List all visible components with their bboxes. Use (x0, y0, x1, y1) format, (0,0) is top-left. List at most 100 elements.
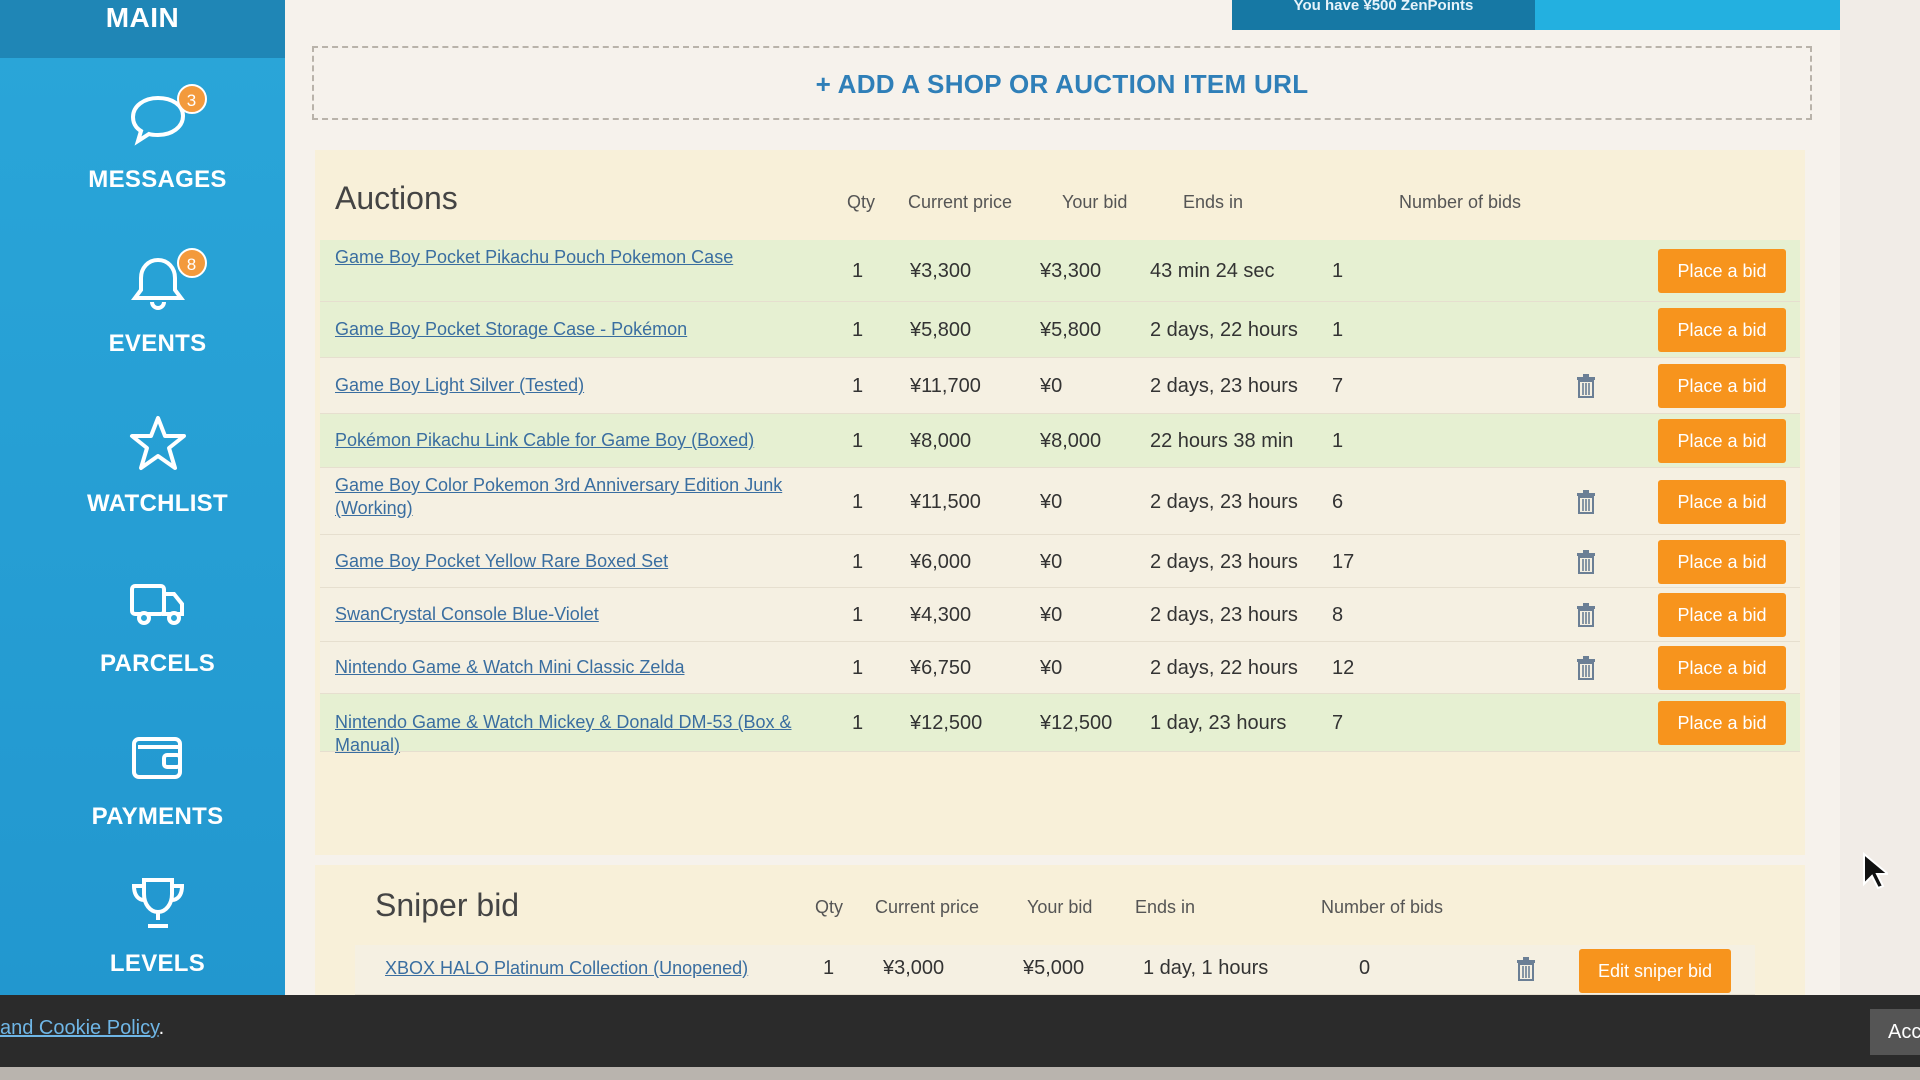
table-row: Game Boy Pocket Storage Case - Pokémon 1 ¥… (320, 302, 1800, 358)
item-title: XBOX HALO Platinum Collection (Unopened) (385, 957, 748, 980)
item-qty: 1 (852, 604, 864, 626)
table-row: Game Boy Pocket Yellow Rare Boxed Set 1 ¥6… (320, 535, 1800, 588)
sidebar-item-payments[interactable]: PAYMENTS (0, 725, 315, 831)
item-number-of-bids: 1 (1332, 319, 1344, 341)
place-bid-button[interactable]: Place a bid (1658, 364, 1786, 408)
bell-icon (130, 257, 185, 310)
item-title-link[interactable]: Game Boy Pocket Yellow Rare Boxed Set (335, 551, 669, 571)
item-title: SwanCrystal Console Blue-Violet (335, 603, 815, 626)
truck-icon (129, 584, 184, 625)
col-ends-in: Ends in (1183, 192, 1244, 212)
item-qty: 1 (852, 319, 864, 341)
item-ends-in: 22 hours 38 min (1150, 430, 1294, 452)
item-title-link[interactable]: Game Boy Color Pokemon 3rd Anniversary E… (335, 475, 783, 518)
item-current-price: ¥5,800 (910, 319, 972, 341)
messages-badge: 3 (176, 84, 207, 114)
sidebar-item-messages[interactable]: 3 MESSAGES (0, 84, 315, 194)
sidebar-item-label: MESSAGES (88, 166, 227, 193)
item-ends-in: 2 days, 23 hours (1150, 604, 1298, 626)
trash-icon[interactable] (1575, 656, 1597, 680)
item-your-bid: ¥12,500 (1040, 712, 1113, 734)
place-bid-button[interactable]: Place a bid (1658, 646, 1786, 690)
item-qty: 1 (852, 260, 864, 282)
cookie-banner: and Cookie Policy. Acc (0, 995, 1920, 1067)
trash-icon[interactable] (1575, 490, 1597, 514)
screen-bezel (0, 1067, 1920, 1080)
item-current-price: ¥6,750 (910, 657, 972, 679)
place-bid-button[interactable]: Place a bid (1658, 593, 1786, 637)
edit-sniper-bid-button[interactable]: Edit sniper bid (1579, 949, 1731, 993)
item-title-link[interactable]: Game Boy Light Silver (Tested) (335, 375, 585, 395)
trash-icon[interactable] (1575, 374, 1597, 398)
table-row: Pokémon Pikachu Link Cable for Game Boy … (320, 414, 1800, 468)
item-title: Game Boy Light Silver (Tested) (335, 374, 815, 397)
sidebar-item-watchlist[interactable]: WATCHLIST (0, 412, 315, 518)
item-title-link[interactable]: Game Boy Pocket Storage Case - Pokémon (335, 319, 688, 339)
item-number-of-bids: 0 (1359, 957, 1371, 979)
trash-icon[interactable] (1575, 603, 1597, 627)
item-number-of-bids: 7 (1332, 375, 1344, 397)
item-title: Game Boy Pocket Storage Case - Pokémon (335, 318, 815, 341)
add-item-url-button[interactable]: + ADD A SHOP OR AUCTION ITEM URL (312, 46, 1812, 120)
sidebar-item-label: EVENTS (108, 330, 207, 357)
item-current-price: ¥11,500 (910, 491, 981, 513)
sidebar-main-label[interactable]: MAIN (0, 0, 315, 58)
item-qty: 1 (852, 375, 864, 397)
item-number-of-bids: 1 (1332, 430, 1344, 452)
item-title-link[interactable]: Nintendo Game & Watch Mini Classic Zelda (335, 657, 685, 677)
item-current-price: ¥3,300 (910, 260, 972, 282)
chat-bubble-icon (130, 95, 185, 146)
item-current-price: ¥4,300 (910, 604, 972, 626)
cookie-policy-link[interactable]: and Cookie Policy (0, 1017, 159, 1039)
trash-icon[interactable] (1515, 957, 1537, 981)
item-current-price: ¥11,700 (910, 375, 981, 397)
cookie-suffix: . (158, 1017, 165, 1039)
col-qty: Qty (847, 192, 876, 212)
sniper-panel: Sniper bid Qty Current price Your bid En… (315, 865, 1805, 995)
item-your-bid: ¥5,800 (1040, 319, 1102, 341)
col-your-bid: Your bid (1062, 192, 1128, 212)
place-bid-button[interactable]: Place a bid (1658, 308, 1786, 352)
item-title-link[interactable]: SwanCrystal Console Blue-Violet (335, 604, 599, 624)
place-bid-button[interactable]: Place a bid (1658, 701, 1786, 745)
col-number-of-bids: Number of bids (1321, 897, 1444, 917)
item-your-bid: ¥0 (1040, 604, 1063, 626)
place-bid-button[interactable]: Place a bid (1658, 419, 1786, 463)
item-your-bid: ¥3,300 (1040, 260, 1102, 282)
item-title-link[interactable]: Pokémon Pikachu Link Cable for Game Boy … (335, 430, 755, 450)
table-row: XBOX HALO Platinum Collection (Unopened)… (355, 945, 1755, 995)
item-ends-in: 2 days, 23 hours (1150, 375, 1298, 397)
item-your-bid: ¥8,000 (1040, 430, 1102, 452)
sidebar-item-parcels[interactable]: PARCELS (0, 572, 315, 678)
cookie-text: and Cookie Policy. (0, 1017, 164, 1040)
trash-icon[interactable] (1575, 550, 1597, 574)
item-title-link[interactable]: Game Boy Pocket Pikachu Pouch Pokemon Ca… (335, 247, 734, 267)
sidebar: MAIN 3 MESSAGES 8 EVENTS WATCHLIST PARCE… (0, 0, 315, 995)
auctions-panel: Auctions Qty Current price Your bid Ends… (315, 150, 1805, 855)
item-title-link[interactable]: Nintendo Game & Watch Mickey & Donald DM… (335, 712, 792, 755)
item-number-of-bids: 17 (1332, 551, 1355, 573)
item-ends-in: 2 days, 23 hours (1150, 551, 1298, 573)
header-bar-right (1535, 0, 1840, 30)
sidebar-item-label: PAYMENTS (91, 803, 224, 830)
item-title: Game Boy Pocket Pikachu Pouch Pokemon Ca… (335, 246, 815, 269)
place-bid-button[interactable]: Place a bid (1658, 540, 1786, 584)
place-bid-button[interactable]: Place a bid (1658, 249, 1786, 293)
item-your-bid: ¥0 (1040, 657, 1063, 679)
accept-cookies-button[interactable]: Acc (1870, 1009, 1920, 1055)
item-ends-in: 2 days, 23 hours (1150, 491, 1298, 513)
wallet-icon (131, 737, 182, 779)
item-title-link[interactable]: XBOX HALO Platinum Collection (Unopened) (385, 958, 749, 978)
sniper-header: Sniper bid Qty Current price Your bid En… (315, 865, 1805, 945)
item-title: Game Boy Color Pokemon 3rd Anniversary E… (335, 474, 815, 520)
sidebar-item-events[interactable]: 8 EVENTS (0, 248, 315, 358)
sidebar-item-levels[interactable]: LEVELS (0, 872, 315, 978)
item-title: Pokémon Pikachu Link Cable for Game Boy … (335, 429, 815, 452)
mouse-cursor-icon (1863, 852, 1888, 890)
table-row: SwanCrystal Console Blue-Violet 1 ¥4,300 ¥0… (320, 588, 1800, 642)
place-bid-button[interactable]: Place a bid (1658, 480, 1786, 524)
item-number-of-bids: 8 (1332, 604, 1344, 626)
auctions-title: Auctions (335, 180, 458, 216)
item-number-of-bids: 12 (1332, 657, 1355, 679)
item-your-bid: ¥5,000 (1023, 957, 1085, 979)
